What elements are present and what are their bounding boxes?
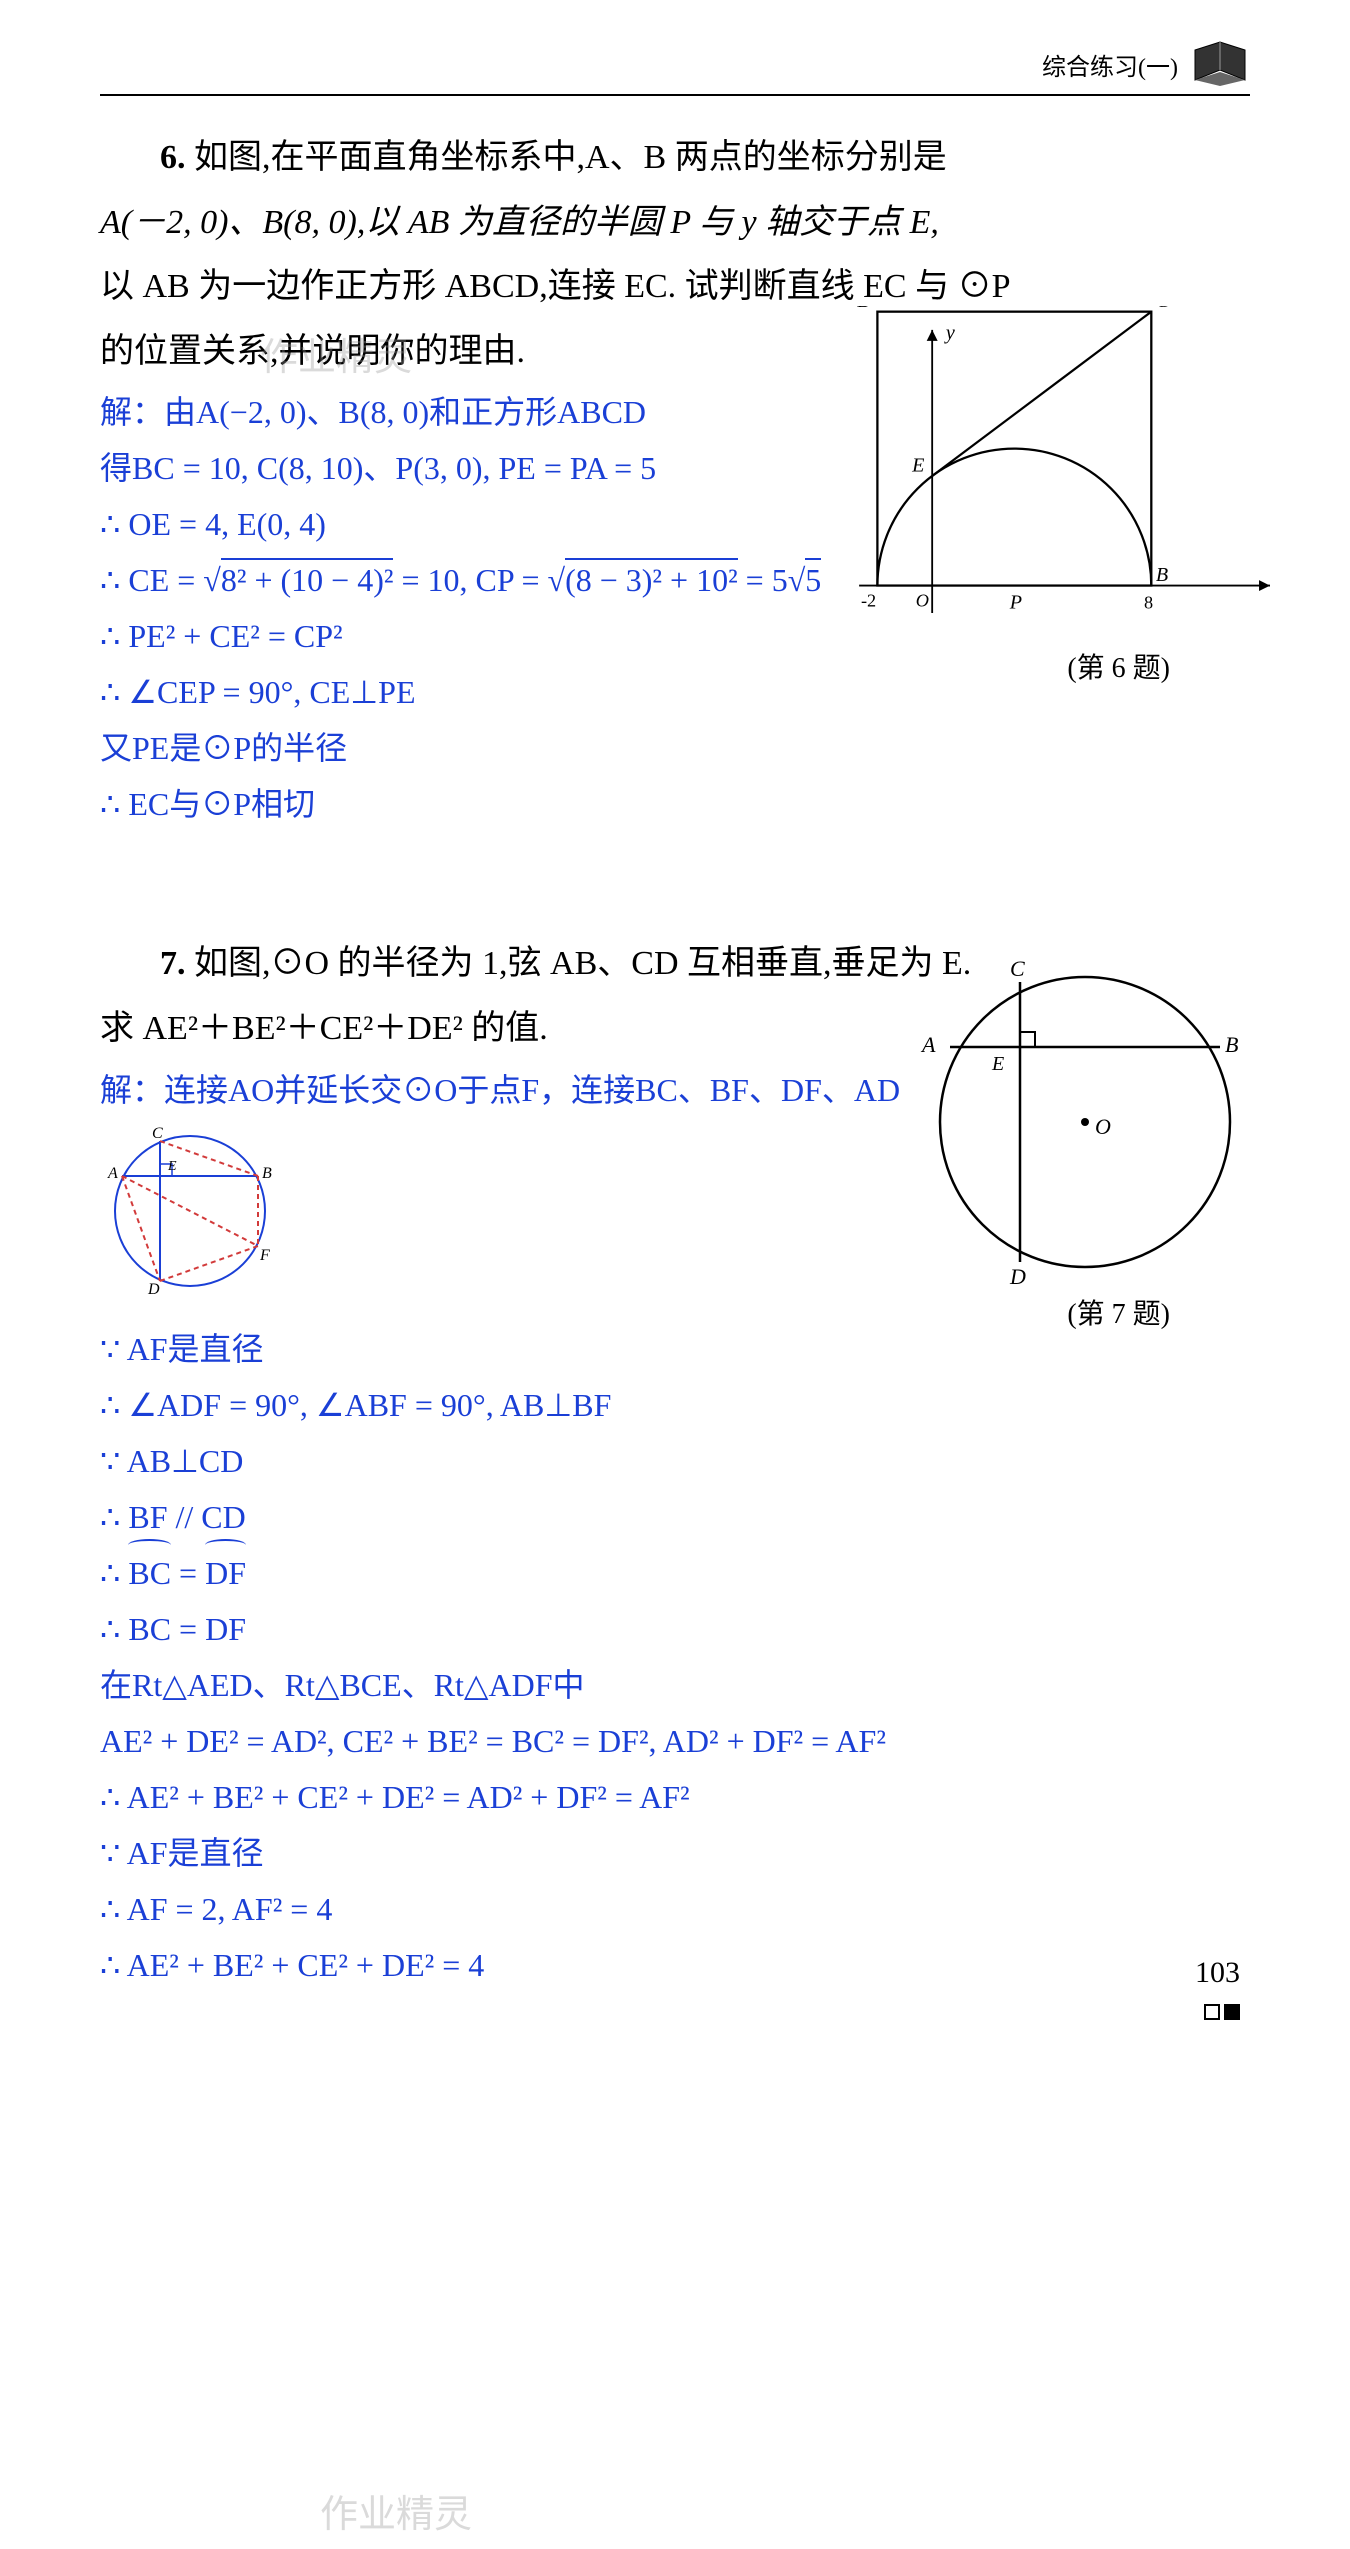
mark-empty (1204, 2004, 1220, 2020)
section-title: 综合练习(一) (1042, 47, 1178, 82)
svg-text:C: C (1010, 956, 1025, 981)
svg-text:E: E (911, 454, 924, 476)
svg-text:B: B (1156, 564, 1168, 586)
problem-number: 7. (160, 945, 186, 982)
page-number: 103 (1195, 1956, 1240, 1990)
svg-text:C: C (152, 1126, 163, 1142)
page-marks (1204, 2004, 1240, 2020)
svg-text:D: D (1009, 1264, 1026, 1289)
page-header: 综合练习(一) (100, 40, 1250, 96)
problem-7-aux-diagram: A B C D E F (100, 1126, 280, 1296)
problem-6: 作业精灵 6. 如图,在平面直角坐标系中,A、B 两点的坐标分别是 A(－2, … (100, 126, 1250, 832)
problem-number: 6. (160, 139, 186, 176)
svg-text:C: C (1156, 306, 1170, 312)
watermark: 作业精灵 (320, 2482, 472, 2549)
svg-text:F: F (259, 1247, 270, 1264)
svg-text:8: 8 (1144, 592, 1153, 612)
figure-7-diagram: O A B C D E (910, 952, 1260, 1292)
svg-text:D: D (856, 306, 872, 312)
svg-text:O: O (1095, 1114, 1111, 1139)
svg-text:A: A (107, 1165, 118, 1182)
figure-6-diagram: x y -2 O 8 P D C B E (850, 306, 1270, 646)
svg-text:O: O (916, 591, 929, 611)
svg-text:P: P (1009, 591, 1022, 613)
svg-text:A: A (920, 1032, 936, 1057)
svg-text:E: E (167, 1159, 177, 1174)
problem-7: 7. 如图,⊙O 的半径为 1,弦 AB、CD 互相垂直,垂足为 E. 求 AE… (100, 932, 1250, 1992)
svg-text:B: B (1225, 1032, 1238, 1057)
svg-text:B: B (262, 1165, 272, 1182)
figure-7-caption: (第 7 题) (1067, 1292, 1170, 1332)
svg-text:-2: -2 (861, 591, 876, 611)
book-icon (1190, 40, 1250, 88)
figure-6-caption: (第 6 题) (1067, 646, 1170, 686)
svg-text:E: E (991, 1053, 1004, 1075)
mark-filled (1224, 2004, 1240, 2020)
svg-text:D: D (147, 1281, 160, 1296)
svg-text:y: y (944, 322, 955, 344)
